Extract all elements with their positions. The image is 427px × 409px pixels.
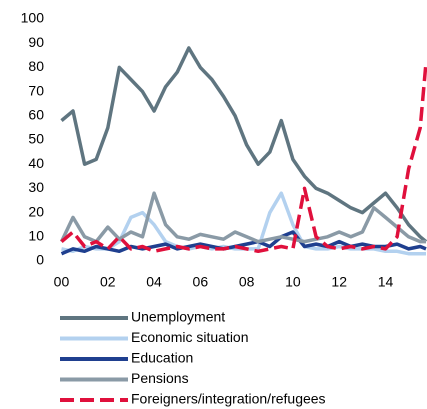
legend-label: Economic situation [131, 329, 249, 345]
x-tick-label: 04 [146, 274, 162, 290]
y-tick-label: 50 [28, 131, 44, 147]
y-tick-label: 100 [21, 10, 45, 26]
series-line [60, 62, 427, 254]
x-tick-label: 00 [54, 274, 70, 290]
x-tick-label: 14 [378, 274, 394, 290]
x-tick-label: 06 [193, 274, 209, 290]
y-tick-label: 40 [28, 155, 44, 171]
legend-label: Foreigners/integration/refugees [131, 391, 326, 407]
x-tick-label: 02 [100, 274, 116, 290]
y-tick-label: 10 [28, 228, 44, 244]
series-line [59, 191, 426, 244]
y-tick-label: 0 [36, 252, 44, 268]
y-tick-label: 80 [28, 58, 44, 74]
y-tick-label: 90 [28, 34, 44, 50]
x-tick-label: 12 [331, 274, 347, 290]
x-tick-label: 10 [285, 274, 301, 290]
y-tick-label: 70 [28, 82, 44, 98]
series-line [60, 46, 427, 243]
legend-label: Education [131, 350, 193, 366]
x-tick-label: 08 [239, 274, 255, 290]
legend-label: Unemployment [131, 309, 225, 325]
y-tick-label: 20 [28, 203, 44, 219]
legend-label: Pensions [131, 370, 189, 386]
y-tick-label: 30 [28, 179, 44, 195]
y-tick-label: 60 [28, 107, 44, 123]
